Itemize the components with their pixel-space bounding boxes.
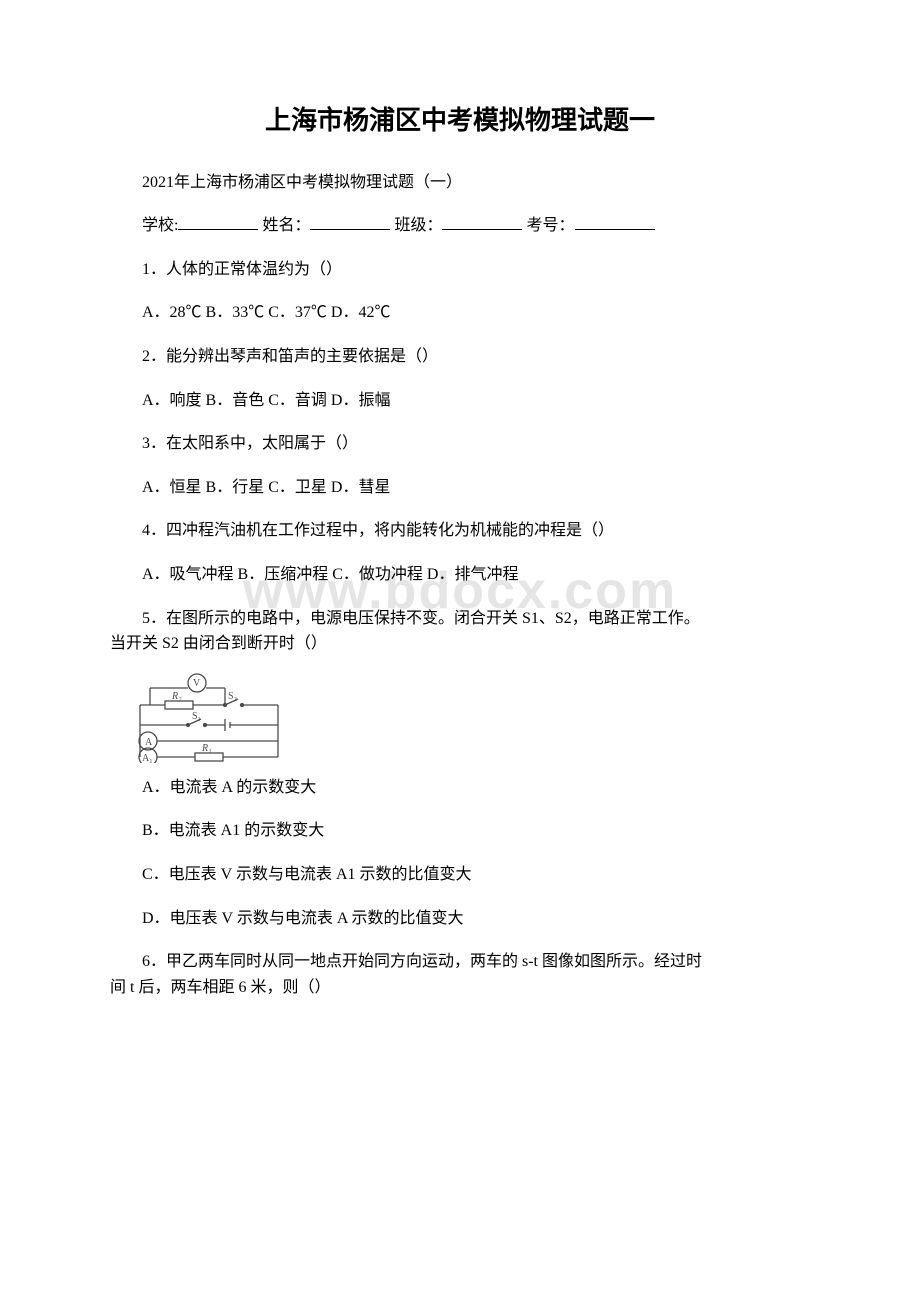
name-blank: [310, 214, 390, 230]
form-line: 学校: 姓名： 班级： 考号：: [110, 213, 810, 239]
school-blank: [178, 214, 258, 230]
q1-text: 1．人体的正常体温约为（）: [110, 257, 810, 283]
q6-text-2: 间 t 后，两车相距 6 米，则（）: [110, 975, 810, 1001]
id-blank: [575, 214, 655, 230]
id-label: 考号：: [526, 217, 574, 234]
circuit-r1-label: R₁: [201, 743, 212, 754]
circuit-s2-label: S₂: [228, 691, 237, 702]
name-label: 姓名：: [262, 217, 310, 234]
q5-opt-b: B．电流表 A1 的示数变大: [110, 818, 810, 844]
q4-text: 4．四冲程汽油机在工作过程中，将内能转化为机械能的冲程是（）: [110, 518, 810, 544]
class-blank: [442, 214, 522, 230]
q5-opt-a: A．电流表 A 的示数变大: [110, 775, 810, 801]
q3-options: A．恒星 B．行星 C．卫星 D．彗星: [110, 475, 810, 501]
circuit-a-label: A: [145, 737, 153, 748]
circuit-a1-label: A₁: [142, 753, 153, 763]
q6-text-1: 6．甲乙两车同时从同一地点开始同方向运动，两车的 s-t 图像如图所示。经过时: [110, 949, 810, 975]
q5-opt-d: D．电压表 V 示数与电流表 A 示数的比值变大: [110, 906, 810, 932]
q5-text-2: 当开关 S2 由闭合到断开时（）: [110, 631, 810, 657]
circuit-v-label: V: [193, 678, 201, 689]
class-label: 班级：: [394, 217, 442, 234]
q4-options: A．吸气冲程 B．压缩冲程 C．做功冲程 D．排气冲程: [110, 562, 810, 588]
subtitle: 2021年上海市杨浦区中考模拟物理试题（一）: [110, 170, 810, 196]
q2-options: A．响度 B．音色 C．音调 D．振幅: [110, 388, 810, 414]
q2-text: 2．能分辨出琴声和笛声的主要依据是（）: [110, 344, 810, 370]
q5-opt-c: C．电压表 V 示数与电流表 A1 示数的比值变大: [110, 862, 810, 888]
circuit-diagram: V R₂ S₂ S₁ A A₁ R₁: [130, 663, 300, 763]
circuit-r2-label: R₂: [171, 691, 182, 702]
circuit-s1-label: S₁: [192, 711, 201, 722]
q1-options: A．28℃ B．33℃ C．37℃ D．42℃: [110, 300, 810, 326]
q5-text-1: 5．在图所示的电路中，电源电压保持不变。闭合开关 S1、S2，电路正常工作。: [110, 606, 810, 632]
q3-text: 3．在太阳系中，太阳属于（）: [110, 431, 810, 457]
school-label: 学校:: [142, 217, 178, 234]
page-title: 上海市杨浦区中考模拟物理试题一: [110, 100, 810, 142]
